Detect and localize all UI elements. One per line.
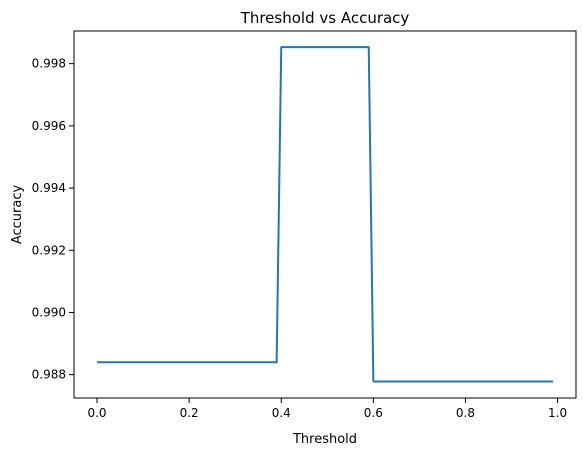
y-tick-label: 0.998 [32, 57, 66, 71]
y-tick-label: 0.988 [32, 368, 66, 382]
y-tick-label: 0.992 [32, 243, 66, 257]
x-tick-label: 0.2 [180, 406, 199, 420]
x-tick-label: 0.6 [364, 406, 383, 420]
x-tick-label: 0.4 [272, 406, 291, 420]
x-axis: 0.0 0.2 0.4 0.6 0.8 1.0 [87, 398, 567, 420]
x-tick-label: 0.0 [87, 406, 106, 420]
chart-title: Threshold vs Accuracy [240, 9, 410, 27]
x-tick-label: 0.8 [456, 406, 475, 420]
x-axis-label: Threshold [292, 432, 357, 447]
y-axis-label: Accuracy [10, 185, 25, 245]
y-tick-label: 0.990 [32, 305, 66, 319]
plot-frame [73, 30, 577, 399]
y-tick-label: 0.994 [32, 181, 66, 195]
x-tick-label: 1.0 [548, 406, 567, 420]
series-layer [97, 46, 553, 383]
y-axis: 0.988 0.990 0.992 0.994 0.996 0.998 [32, 57, 74, 382]
series-line [97, 46, 553, 383]
y-tick-label: 0.996 [32, 119, 66, 133]
